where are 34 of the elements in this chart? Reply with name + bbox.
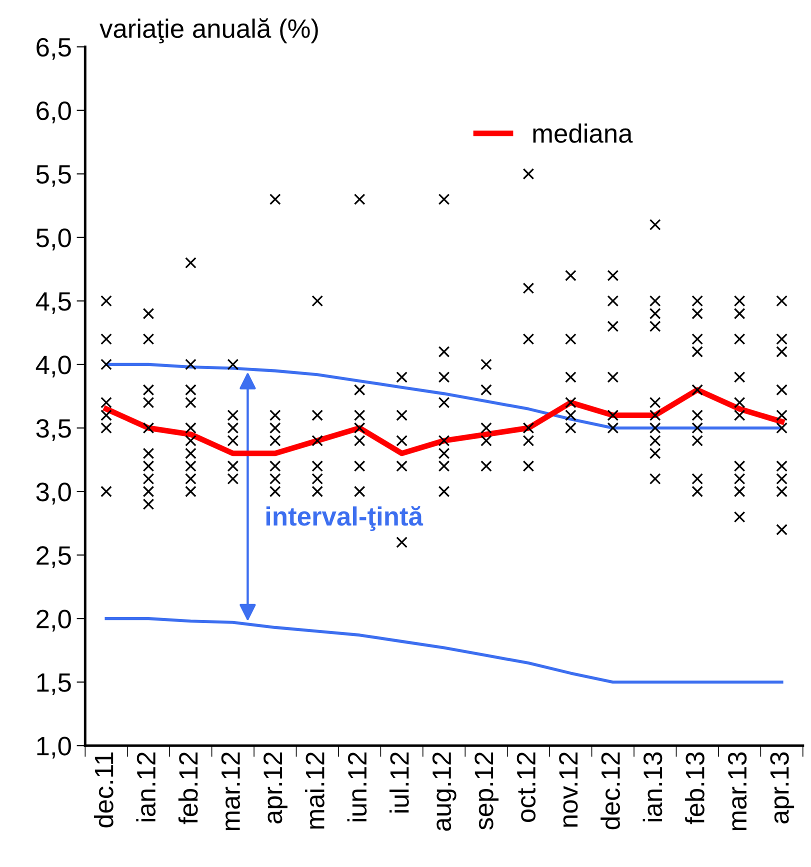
y-tick-label: 6,0 xyxy=(36,101,71,124)
y-tick-label: 3,0 xyxy=(36,482,71,504)
y-tick-label: 3,5 xyxy=(36,419,71,441)
y-tick-label: 5,5 xyxy=(36,165,71,187)
x-tick-label: dec.11 xyxy=(94,752,114,828)
x-tick-label: iun.12 xyxy=(347,752,367,822)
x-tick-label: aug.12 xyxy=(432,752,456,831)
x-tick-label: ian.13 xyxy=(642,752,662,822)
x-tick-label: mai.12 xyxy=(305,752,324,829)
y-tick-label: 2,5 xyxy=(36,546,71,568)
x-tick-label: feb.12 xyxy=(178,752,198,824)
x-tick-label: ian.12 xyxy=(136,752,156,822)
y-tick-label: 4,0 xyxy=(36,356,71,378)
y-tick-label: 6,5 xyxy=(36,38,71,60)
x-tick-label: oct.12 xyxy=(516,752,536,822)
y-tick-label: 1,5 xyxy=(37,674,71,696)
x-tick-label: feb.13 xyxy=(685,752,704,824)
x-tick-label: iul.12 xyxy=(390,752,409,812)
line-series xyxy=(104,362,784,430)
x-tick-label: nov.12 xyxy=(559,752,578,827)
legend-label: mediana xyxy=(533,123,633,143)
x-tick-label: dec.12 xyxy=(600,752,620,830)
annotation: interval-ţintă xyxy=(266,506,424,531)
x-tick-label: sep.12 xyxy=(474,752,499,830)
y-tick-label: 5,0 xyxy=(36,228,71,250)
x-tick-label: apr.12 xyxy=(264,752,288,824)
y-tick-label: 1,0 xyxy=(37,736,71,759)
y-tick-label: 4,5 xyxy=(36,292,71,314)
y-axis-title: variaţie anuală (%) xyxy=(100,18,318,44)
line-series xyxy=(104,617,784,684)
x-tick-label: mar.12 xyxy=(221,752,240,830)
x-tick-label: mar.13 xyxy=(728,752,747,830)
x-tick-label: apr.13 xyxy=(770,752,794,824)
y-tick-label: 2,0 xyxy=(36,610,71,632)
